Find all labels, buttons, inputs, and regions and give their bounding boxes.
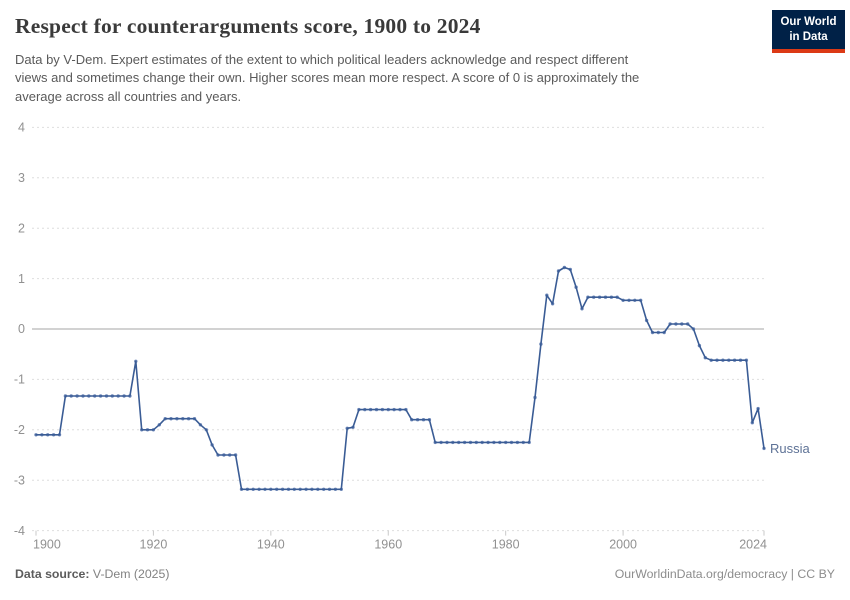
owid-logo-text-line2: in Data — [789, 30, 828, 43]
x-tick-label: 1900 — [33, 538, 61, 552]
x-tick-label: 1920 — [140, 538, 168, 552]
subtitle-line: Data by V-Dem. Expert estimates of the e… — [15, 52, 629, 67]
owid-credit-link[interactable]: OurWorldinData.org/democracy | CC BY — [614, 567, 835, 581]
owid-logo[interactable]: Our World in Data — [772, 10, 845, 53]
data-source-value: V-Dem (2025) — [89, 567, 170, 581]
y-axis: 4 3 2 1 0 -1 -2 -3 -4 — [14, 121, 764, 538]
y-tick-label: 0 — [18, 322, 25, 336]
russia-markers — [34, 265, 766, 491]
owid-logo-text-line1: Our World — [780, 16, 837, 29]
russia-line-series — [35, 266, 765, 491]
y-tick-label: 4 — [18, 121, 25, 135]
x-tick-label: 1940 — [257, 538, 285, 552]
x-tick-label: 2000 — [609, 538, 637, 552]
chart-subtitle: Data by V-Dem. Expert estimates of the e… — [15, 51, 735, 106]
y-tick-label: -1 — [14, 373, 25, 387]
chart-footer: Data source: V-Dem (2025) OurWorldinData… — [15, 567, 835, 581]
y-tick-label: -3 — [14, 473, 25, 487]
data-source-note: Data source: V-Dem (2025) — [15, 567, 169, 581]
line-chart-area: 4 3 2 1 0 -1 -2 -3 -4 1900 1920 1940 1960 1980 2000 202… — [0, 115, 850, 560]
y-tick-label: 3 — [18, 171, 25, 185]
x-tick-label: 1980 — [492, 538, 520, 552]
series-label-russia: Russia — [770, 441, 811, 456]
y-tick-label: 1 — [18, 272, 25, 286]
data-source-label: Data source: — [15, 567, 90, 581]
y-tick-label: 2 — [18, 221, 25, 235]
subtitle-line: views and sometimes change their own. Hi… — [15, 70, 640, 86]
y-tick-label: -2 — [14, 423, 25, 437]
x-tick-label: 1960 — [374, 538, 402, 552]
x-tick-label: 2024 — [739, 538, 767, 552]
x-axis: 1900 1920 1940 1960 1980 2000 2024 — [33, 530, 767, 552]
subtitle-line: average across all countries and years. — [15, 88, 242, 104]
y-tick-label: -4 — [14, 524, 25, 538]
page-title: Respect for counterarguments score, 1900… — [15, 14, 481, 38]
chart-svg: 4 3 2 1 0 -1 -2 -3 -4 1900 1920 1940 1960 1980 2000 202… — [14, 121, 811, 552]
